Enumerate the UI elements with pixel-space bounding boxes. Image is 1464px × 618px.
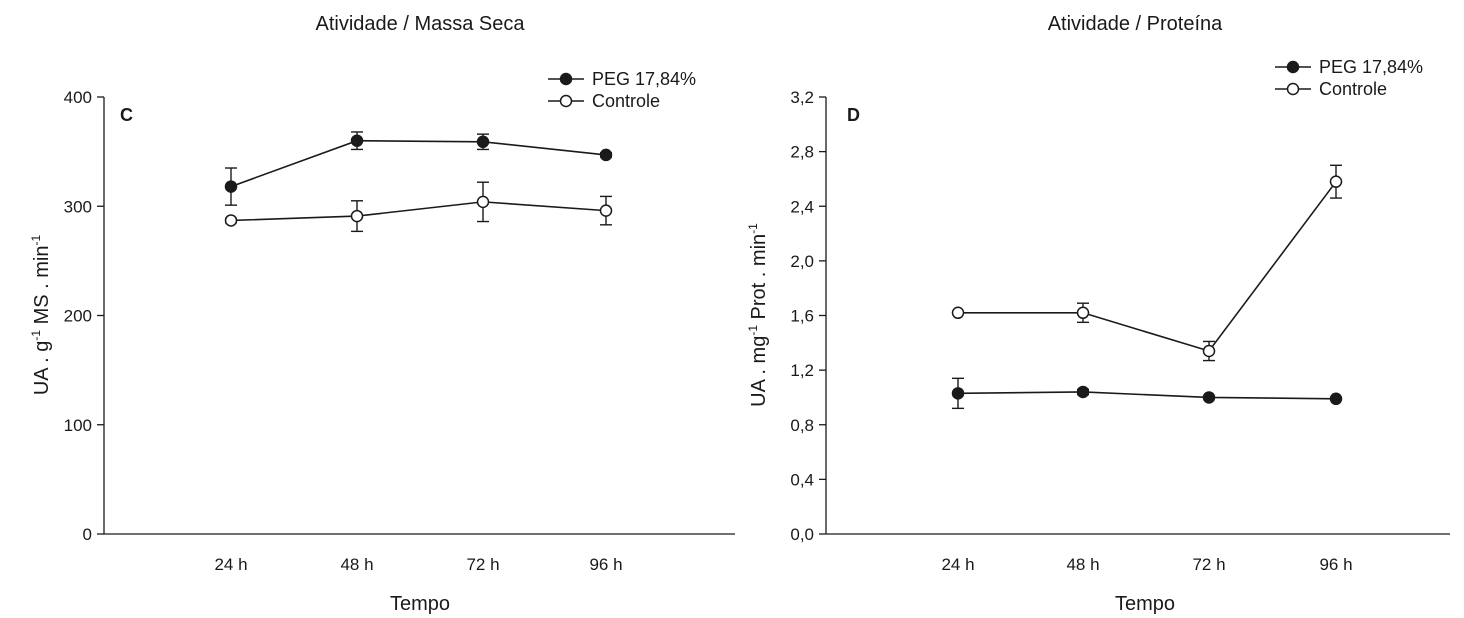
series-line bbox=[958, 181, 1337, 352]
y-axis-label: UA . mg-1 Prot . min-1 bbox=[746, 223, 770, 407]
chart-panel-c: Atividade / Massa Seca C Tempo UA . g-1 … bbox=[29, 13, 735, 615]
data-point bbox=[599, 148, 613, 162]
y-axis-label-part: MS . min bbox=[31, 246, 53, 330]
data-point bbox=[599, 204, 613, 217]
x-axis-label: Tempo bbox=[1115, 593, 1175, 615]
x-tick-label: 24 h bbox=[941, 555, 974, 574]
x-tick-label: 48 h bbox=[340, 555, 373, 574]
y-tick-label: 1,6 bbox=[790, 307, 814, 326]
legend-label: Controle bbox=[1319, 79, 1387, 99]
x-tick-label: 72 h bbox=[466, 555, 499, 574]
series-peg bbox=[951, 377, 1343, 410]
y-tick-label: 0,4 bbox=[790, 470, 814, 489]
series-controle bbox=[951, 164, 1343, 362]
y-axis-label-exponent: -1 bbox=[746, 223, 760, 234]
y-tick-label: 400 bbox=[64, 88, 92, 107]
data-point bbox=[1076, 385, 1090, 399]
chart-title: Atividade / Proteína bbox=[1048, 13, 1223, 35]
data-point bbox=[1076, 306, 1090, 320]
series-line bbox=[957, 391, 1337, 400]
data-point bbox=[350, 134, 364, 147]
y-axis-label-exponent: -1 bbox=[29, 330, 43, 341]
data-point bbox=[224, 180, 238, 193]
y-tick-label: 300 bbox=[64, 197, 92, 216]
y-axis-label-part: UA . mg bbox=[748, 336, 770, 407]
chart-title: Atividade / Massa Seca bbox=[316, 13, 526, 35]
legend-label: Controle bbox=[592, 91, 660, 111]
legend-marker bbox=[1286, 82, 1300, 96]
data-point bbox=[1202, 344, 1216, 358]
y-tick-label: 1,2 bbox=[790, 361, 814, 380]
data-point bbox=[1202, 391, 1216, 404]
axes: 0,0 0,4 0,8 1,2 1,6 2,0 2,4 2,8 3,2 24 h 48 h 72 h 9… bbox=[790, 88, 1450, 574]
series-line bbox=[230, 201, 607, 222]
y-axis-label-part: UA . g bbox=[31, 341, 53, 395]
x-axis-label: Tempo bbox=[390, 593, 450, 615]
y-axis-label: UA . g-1 MS . min-1 bbox=[29, 235, 53, 396]
data-point bbox=[224, 214, 238, 227]
x-tick-label: 96 h bbox=[1319, 555, 1352, 574]
axes: 0 100 200 300 400 24 h 48 h 72 h 96 h bbox=[64, 88, 735, 574]
series-controle bbox=[224, 181, 613, 233]
panel-label: D bbox=[847, 105, 860, 125]
y-axis-label-part: Prot . min bbox=[748, 234, 770, 325]
y-tick-label: 0,8 bbox=[790, 416, 814, 435]
legend-label: PEG 17,84% bbox=[592, 69, 696, 89]
y-tick-label: 200 bbox=[64, 307, 92, 326]
legend: PEG 17,84%Controle bbox=[1275, 57, 1423, 99]
x-tick-label: 72 h bbox=[1192, 555, 1225, 574]
y-tick-label: 2,8 bbox=[790, 143, 814, 162]
legend-marker bbox=[559, 72, 573, 86]
legend-marker bbox=[559, 94, 573, 108]
y-axis-label-exponent: -1 bbox=[29, 235, 43, 246]
plot-area bbox=[951, 164, 1343, 410]
y-tick-label: 3,2 bbox=[790, 88, 814, 107]
legend: PEG 17,84%Controle bbox=[548, 69, 696, 111]
panel-label: C bbox=[120, 105, 133, 125]
data-point bbox=[350, 209, 364, 223]
y-tick-label: 2,0 bbox=[790, 252, 814, 271]
data-point bbox=[951, 306, 965, 320]
series-line bbox=[230, 139, 607, 188]
data-point bbox=[951, 387, 965, 400]
legend-label: PEG 17,84% bbox=[1319, 57, 1423, 77]
data-point bbox=[1329, 175, 1343, 188]
chart-panel-d: Atividade / Proteína D Tempo UA . mg-1 P… bbox=[746, 13, 1450, 615]
data-point bbox=[476, 195, 490, 209]
series-peg bbox=[224, 131, 613, 206]
y-tick-label: 0,0 bbox=[790, 525, 814, 544]
data-point bbox=[1329, 392, 1343, 406]
plot-area bbox=[224, 131, 613, 233]
y-tick-label: 2,4 bbox=[790, 197, 814, 216]
y-axis-label-exponent: -1 bbox=[746, 325, 760, 336]
y-tick-label: 0 bbox=[83, 525, 92, 544]
x-tick-label: 96 h bbox=[589, 555, 622, 574]
legend-marker bbox=[1286, 60, 1300, 74]
x-tick-label: 24 h bbox=[214, 555, 247, 574]
data-point bbox=[476, 135, 490, 149]
x-tick-label: 48 h bbox=[1066, 555, 1099, 574]
y-tick-label: 100 bbox=[64, 416, 92, 435]
